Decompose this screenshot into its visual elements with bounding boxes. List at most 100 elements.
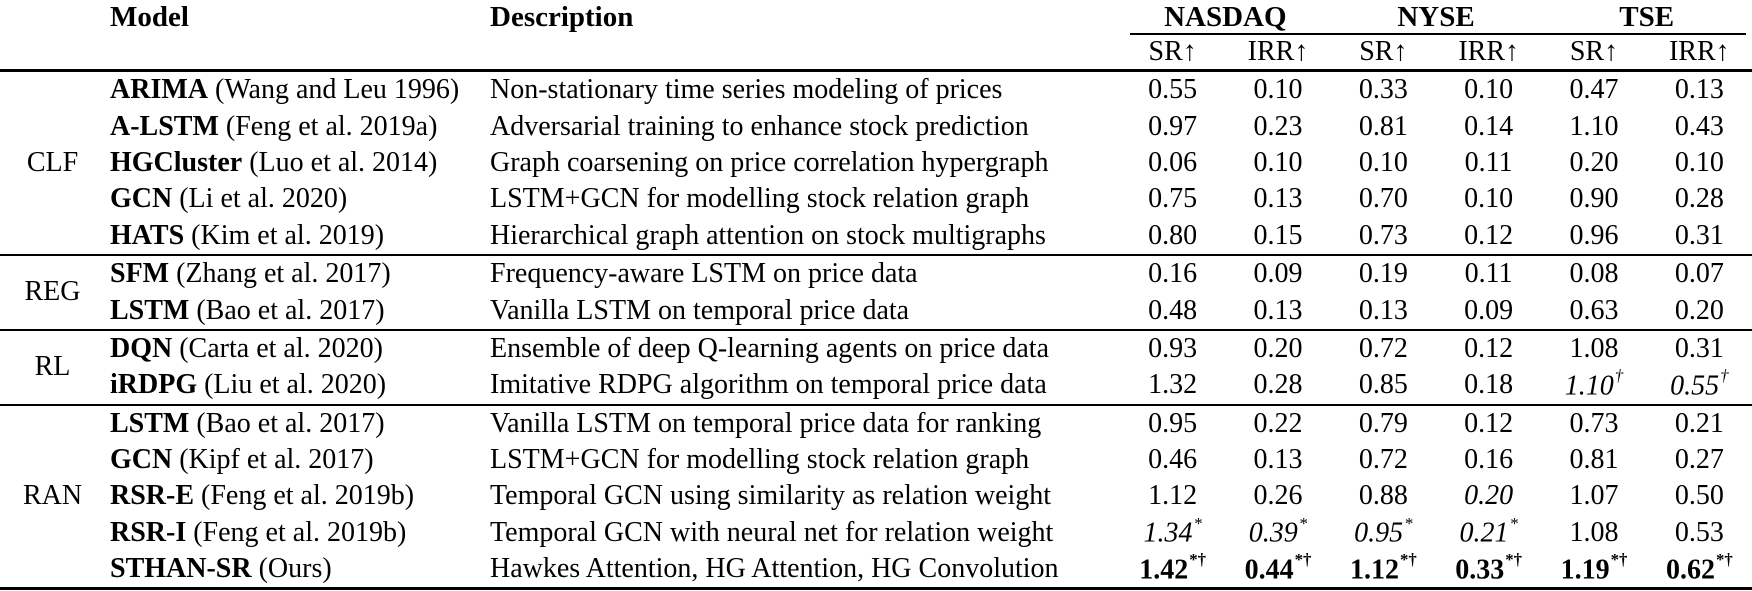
metric-number: 0.97	[1148, 110, 1198, 142]
model-name: iRDPG	[110, 369, 198, 401]
metric-number: 0.13	[1253, 294, 1303, 326]
significance-marker: *†	[1294, 550, 1312, 570]
metric-number: 0.43	[1674, 110, 1724, 142]
model-name: SFM	[110, 258, 170, 290]
metric-header-sr: SR↑	[1569, 36, 1619, 67]
metric-number: 0.62	[1665, 553, 1715, 585]
metric-number: 0.95	[1148, 407, 1198, 439]
metric-value: 0.08	[1541, 258, 1646, 290]
metric-value: 0.20	[1647, 295, 1752, 327]
metric-number: 0.46	[1148, 444, 1198, 476]
metric-number: 1.12	[1349, 553, 1399, 585]
group-rows: DQN (Carta et al. 2020) Ensemble of deep…	[105, 331, 1752, 404]
metric-value: 0.10	[1225, 147, 1330, 179]
exchange-headers: NASDAQ NYSE TSE	[1120, 0, 1752, 35]
metric-value: 0.31	[1647, 333, 1752, 365]
table-row: GCN (Kipf et al. 2017) LSTM+GCN for mode…	[105, 442, 1752, 478]
metric-number: 0.80	[1148, 219, 1198, 251]
metric-value: 0.79	[1331, 408, 1436, 440]
significance-marker: †	[1720, 366, 1729, 386]
model-group-reg: REG SFM (Zhang et al. 2017) Frequency-aw…	[0, 253, 1752, 329]
metric-number: 1.19	[1560, 553, 1610, 585]
model-cell: RSR-E (Feng et al. 2019b)	[105, 480, 490, 512]
metric-number: 0.08	[1569, 258, 1619, 290]
metric-number: 0.73	[1569, 407, 1619, 439]
exchange-header-nasdaq: NASDAQ	[1164, 1, 1287, 33]
metric-value: 0.46	[1120, 444, 1225, 476]
metric-number: 0.18	[1464, 369, 1514, 401]
metric-number: 0.81	[1358, 110, 1408, 142]
model-description: Vanilla LSTM on temporal price data	[490, 294, 910, 326]
metric-value: 0.13	[1331, 295, 1436, 327]
metric-number: 0.72	[1358, 332, 1408, 364]
metric-value: 0.63	[1541, 295, 1646, 327]
table-row: STHAN-SR (Ours) Hawkes Attention, HG Att…	[105, 550, 1752, 587]
metric-number: 0.28	[1674, 183, 1724, 215]
metric-number: 0.55	[1148, 74, 1198, 106]
metric-number: 1.08	[1569, 516, 1619, 548]
metric-value: 0.12	[1436, 408, 1541, 440]
model-citation: (Feng et al. 2019a)	[218, 110, 438, 142]
metric-number: 1.32	[1148, 369, 1198, 401]
metric-number: 0.73	[1358, 219, 1408, 251]
metric-value: 1.07	[1541, 480, 1646, 512]
metric-header-sr: SR↑	[1359, 36, 1408, 67]
model-name: LSTM	[110, 294, 190, 326]
metric-value: 0.72	[1331, 333, 1436, 365]
model-description: Graph coarsening on price correlation hy…	[490, 146, 1049, 178]
group-rows: LSTM (Bao et al. 2017) Vanilla LSTM on t…	[105, 406, 1752, 588]
significance-marker: *†	[1189, 550, 1207, 570]
metric-number: 0.10	[1464, 74, 1514, 106]
metric-value: 1.42*†	[1120, 550, 1225, 586]
metric-value: 0.43	[1647, 111, 1752, 143]
metric-number: 0.47	[1569, 74, 1619, 106]
model-description: Temporal GCN with neural net for relatio…	[490, 516, 1054, 548]
metric-value: 0.21*	[1436, 514, 1541, 549]
metric-value: 0.13	[1225, 295, 1330, 327]
model-name: ARIMA	[110, 74, 208, 106]
metric-value: 0.12	[1436, 220, 1541, 252]
metric-value: 0.80	[1120, 220, 1225, 252]
metric-value: 0.85	[1331, 369, 1436, 401]
metric-number: 0.23	[1253, 110, 1303, 142]
metric-number: 1.07	[1569, 480, 1619, 512]
metric-number: 1.08	[1569, 332, 1619, 364]
metric-value: 0.14	[1436, 111, 1541, 143]
significance-marker: *†	[1399, 550, 1417, 570]
metric-number: 0.20	[1253, 332, 1303, 364]
model-citation: (Zhang et al. 2017)	[169, 258, 391, 290]
metric-value: 0.09	[1436, 295, 1541, 327]
metric-value: 0.12	[1436, 333, 1541, 365]
model-cell: GCN (Li et al. 2020)	[105, 183, 490, 215]
metric-number: 0.75	[1148, 183, 1198, 215]
model-citation: (Luo et al. 2014)	[242, 146, 438, 178]
metric-value: 0.27	[1647, 444, 1752, 476]
table-row: ARIMA (Wang and Leu 1996) Non-stationary…	[105, 72, 1752, 108]
metric-number: 0.31	[1674, 219, 1724, 251]
metric-value: 0.09	[1225, 258, 1330, 290]
header-row-exchanges: Model Description NASDAQ NYSE TSE	[0, 0, 1752, 35]
metric-value: 1.12*†	[1331, 550, 1436, 586]
metric-number: 0.85	[1358, 369, 1408, 401]
metric-value: 0.20	[1225, 333, 1330, 365]
table-body: CLF ARIMA (Wang and Leu 1996) Non-statio…	[0, 72, 1752, 587]
metric-number: 0.16	[1464, 444, 1514, 476]
model-cell: LSTM (Bao et al. 2017)	[105, 295, 490, 327]
metric-value: 0.10	[1436, 74, 1541, 106]
metric-value: 0.97	[1120, 111, 1225, 143]
model-description: Frequency-aware LSTM on price data	[490, 258, 918, 290]
metric-number: 0.44	[1244, 553, 1294, 585]
metric-number: 0.28	[1253, 369, 1303, 401]
metric-value: 1.10	[1541, 111, 1646, 143]
metric-number: 0.12	[1464, 407, 1514, 439]
significance-marker: *†	[1505, 550, 1523, 570]
metric-value: 0.13	[1225, 183, 1330, 215]
metric-value: 0.10	[1225, 74, 1330, 106]
metric-value: 0.53	[1647, 517, 1752, 549]
metric-value: 0.96	[1541, 220, 1646, 252]
metric-number: 0.11	[1464, 258, 1513, 290]
table-row: iRDPG (Liu et al. 2020) Imitative RDPG a…	[105, 366, 1752, 403]
metric-number: 0.55	[1670, 369, 1720, 401]
metric-number: 0.15	[1253, 219, 1303, 251]
metric-value: 0.33	[1331, 74, 1436, 106]
